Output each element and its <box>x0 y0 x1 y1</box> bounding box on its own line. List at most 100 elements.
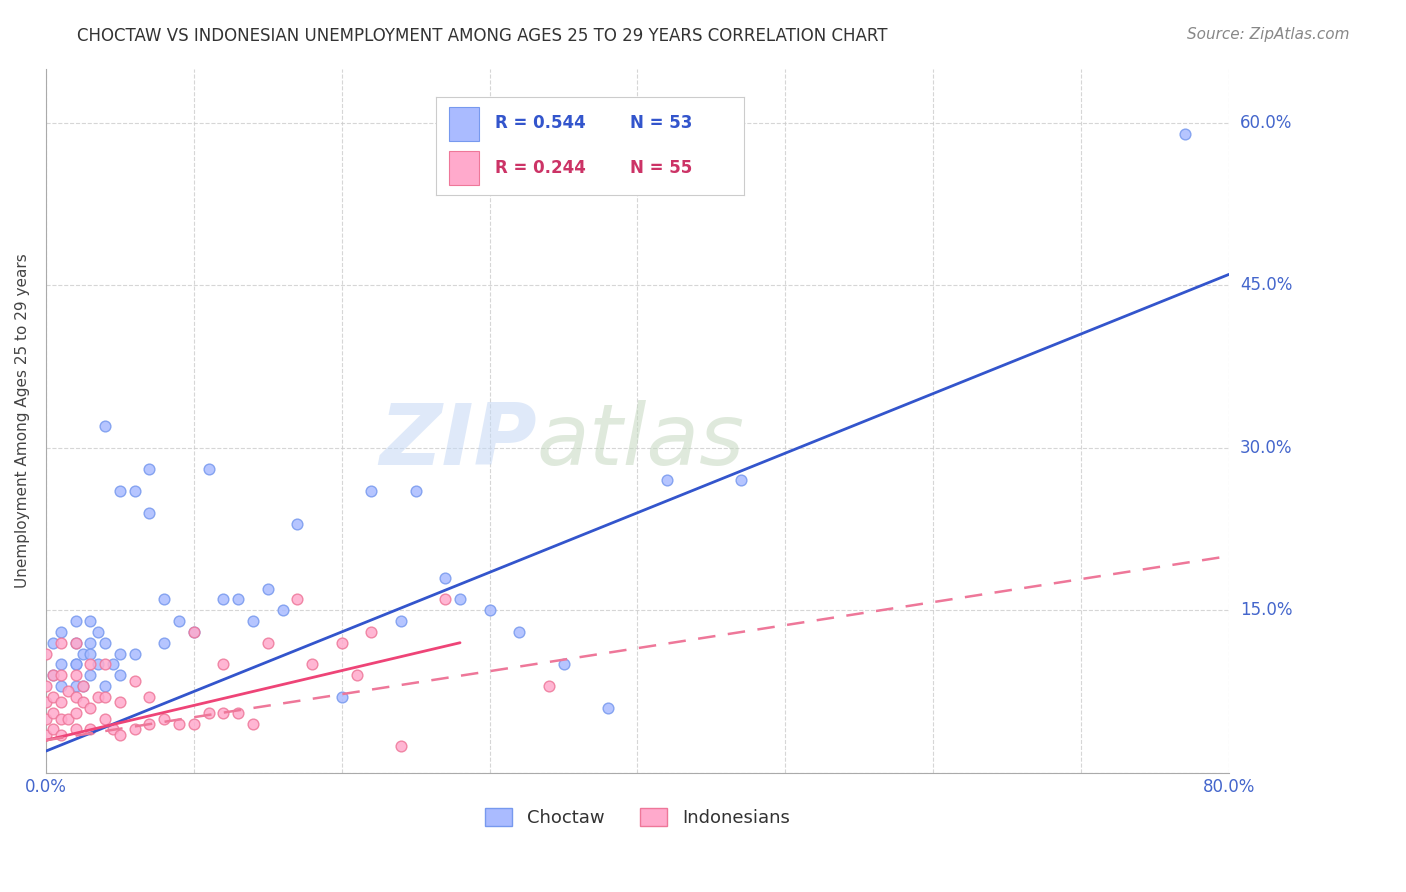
Point <box>35 647 58 661</box>
Point <box>124 647 146 661</box>
Point <box>256 636 278 650</box>
Point <box>108 484 131 499</box>
Point <box>360 624 382 639</box>
Point <box>508 624 530 639</box>
Point <box>434 571 457 585</box>
Point <box>197 462 219 476</box>
Point <box>79 723 101 737</box>
Point <box>197 706 219 721</box>
Point <box>138 506 160 520</box>
Point <box>108 728 131 742</box>
Point <box>94 636 117 650</box>
Point <box>478 603 501 617</box>
Point <box>94 712 117 726</box>
Point <box>79 636 101 650</box>
Point <box>124 723 146 737</box>
Point <box>72 679 94 693</box>
Point <box>42 690 65 704</box>
Point <box>42 636 65 650</box>
Point <box>330 690 353 704</box>
Point <box>35 712 58 726</box>
Point <box>153 592 176 607</box>
Point <box>42 723 65 737</box>
Text: ZIP: ZIP <box>380 401 537 483</box>
Point <box>49 668 72 682</box>
Point <box>56 712 79 726</box>
Point <box>49 679 72 693</box>
Point <box>226 592 249 607</box>
Point <box>730 473 752 487</box>
Point <box>94 679 117 693</box>
Point <box>35 695 58 709</box>
Point <box>553 657 575 672</box>
Point <box>330 636 353 650</box>
Point <box>108 668 131 682</box>
Point <box>389 739 412 753</box>
Text: Source: ZipAtlas.com: Source: ZipAtlas.com <box>1187 27 1350 42</box>
Point <box>65 668 87 682</box>
Point <box>153 636 176 650</box>
Point <box>49 624 72 639</box>
Point <box>1174 127 1197 141</box>
Point <box>101 723 124 737</box>
Point <box>72 679 94 693</box>
Point <box>242 614 264 628</box>
Point <box>87 657 110 672</box>
Point <box>79 700 101 714</box>
Text: 60.0%: 60.0% <box>1240 113 1292 132</box>
Point <box>101 657 124 672</box>
Point <box>183 624 205 639</box>
Point <box>537 679 560 693</box>
Point <box>167 717 190 731</box>
Point <box>212 706 235 721</box>
Y-axis label: Unemployment Among Ages 25 to 29 years: Unemployment Among Ages 25 to 29 years <box>15 253 30 588</box>
Point <box>49 695 72 709</box>
Point <box>65 706 87 721</box>
Point <box>434 592 457 607</box>
Point <box>271 603 294 617</box>
Point <box>138 462 160 476</box>
Point <box>108 695 131 709</box>
Point <box>65 657 87 672</box>
Point <box>49 728 72 742</box>
Point <box>65 636 87 650</box>
Point <box>79 614 101 628</box>
Point <box>346 668 368 682</box>
Point <box>212 657 235 672</box>
Point <box>226 706 249 721</box>
Point <box>360 484 382 499</box>
Point <box>87 690 110 704</box>
Point <box>65 690 87 704</box>
Point <box>65 614 87 628</box>
Point <box>655 473 678 487</box>
Point <box>389 614 412 628</box>
Text: atlas: atlas <box>537 401 745 483</box>
Point <box>153 712 176 726</box>
Point <box>72 695 94 709</box>
Point <box>65 723 87 737</box>
Point <box>183 624 205 639</box>
Point <box>65 657 87 672</box>
Point <box>94 657 117 672</box>
Point <box>35 728 58 742</box>
Point <box>49 712 72 726</box>
Point <box>256 582 278 596</box>
Text: 15.0%: 15.0% <box>1240 601 1292 619</box>
Point <box>49 636 72 650</box>
Point <box>79 657 101 672</box>
Point <box>285 516 308 531</box>
Legend: Choctaw, Indonesians: Choctaw, Indonesians <box>478 800 797 834</box>
Text: 45.0%: 45.0% <box>1240 277 1292 294</box>
Point <box>79 668 101 682</box>
Point <box>183 717 205 731</box>
Point <box>138 717 160 731</box>
Point <box>94 419 117 434</box>
Point <box>42 668 65 682</box>
Point <box>65 636 87 650</box>
Point <box>124 673 146 688</box>
Text: 30.0%: 30.0% <box>1240 439 1292 457</box>
Point <box>42 668 65 682</box>
Point <box>35 679 58 693</box>
Point <box>301 657 323 672</box>
Point <box>108 647 131 661</box>
